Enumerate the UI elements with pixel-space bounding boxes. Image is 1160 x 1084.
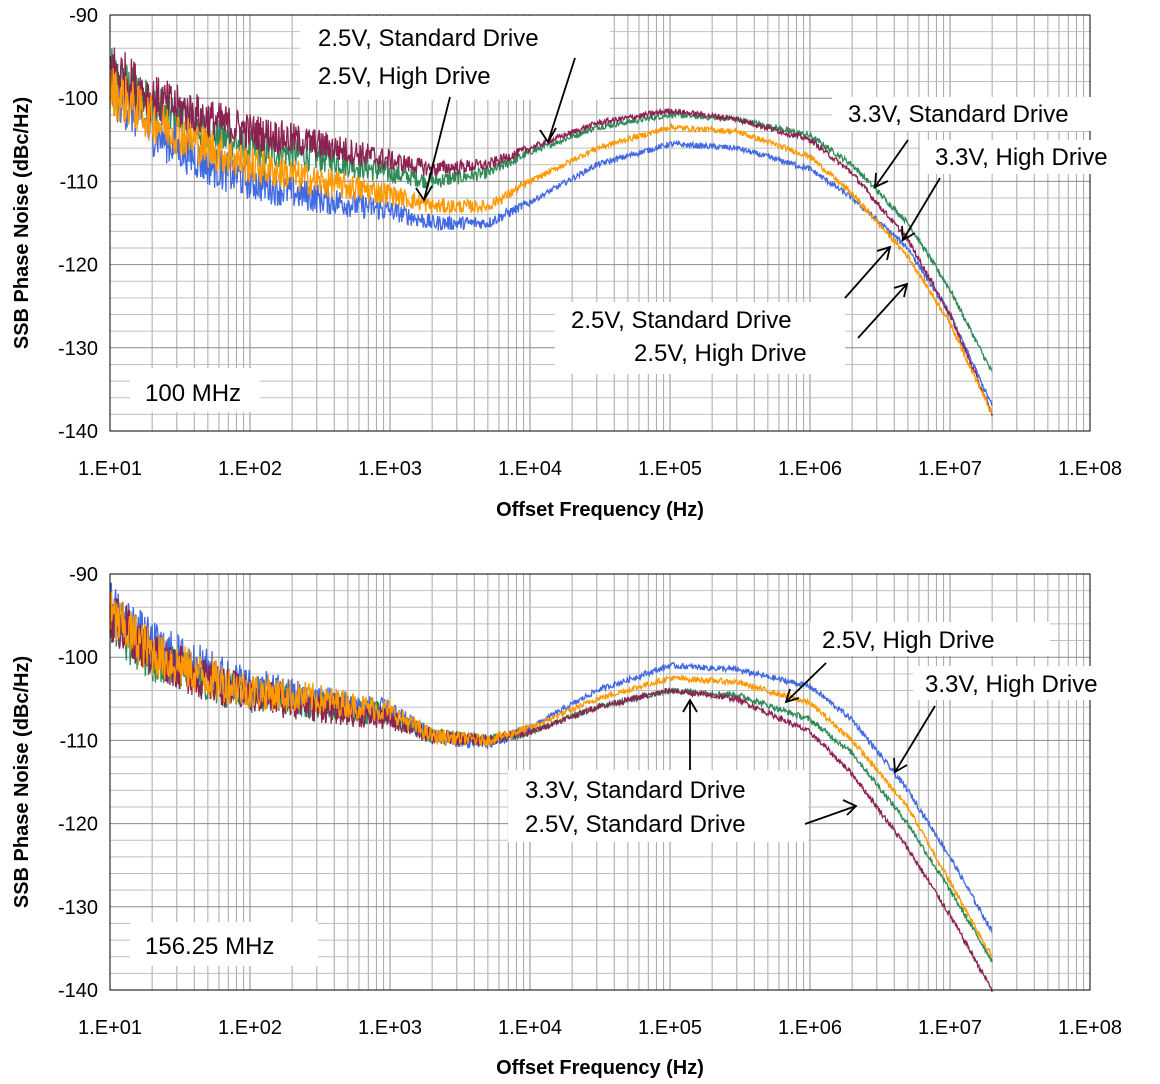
x-tick-label: 1.E+03 — [358, 458, 422, 480]
x-tick-label: 1.E+05 — [638, 1017, 702, 1039]
arrow-head — [842, 799, 858, 816]
series-line-1 — [109, 69, 993, 407]
x-tick-label: 1.E+07 — [918, 458, 982, 480]
annotation-bg — [920, 140, 1158, 174]
chart-156mhz: -90-100-110-120-130-140 1.E+01 1.E+02 1.E+… — [11, 564, 1155, 1079]
x-tick-label: 1.E+04 — [498, 1017, 562, 1039]
series-line-2 — [109, 47, 993, 417]
y-tick-labels: -90 -100 -110 -120 -130 -140 — [58, 5, 98, 443]
plot-border — [109, 573, 1091, 991]
annotation-2v5-standard: 2.5V, Standard Drive — [318, 25, 539, 52]
annotation-3v3-high: 3.3V, High Drive — [925, 671, 1098, 698]
annotation-3v3-high: 3.3V, High Drive — [935, 144, 1108, 171]
freq-label: 100 MHz — [145, 380, 241, 407]
x-tick-label: 1.E+02 — [218, 1017, 282, 1039]
plot-border — [109, 14, 1091, 432]
x-tick-label: 1.E+01 — [78, 1017, 142, 1039]
arrow — [844, 246, 891, 299]
y-tick-labels: -90 -100 -110 -120 -130 -140 — [58, 564, 98, 1002]
x-tick-label: 1.E+08 — [1058, 458, 1122, 480]
arrow — [894, 705, 936, 773]
x-tick-label: 1.E+06 — [778, 458, 842, 480]
chart-100mhz: -90-100-110-120-130-140 1.E+01 1.E+02 1.E+… — [11, 5, 1158, 521]
y-tick-label: -120 — [58, 814, 98, 836]
x-tick-label: 1.E+04 — [498, 458, 562, 480]
annotation-bg — [508, 770, 808, 842]
arrow — [804, 805, 857, 825]
arrow — [547, 57, 576, 143]
annotation-arrows — [682, 662, 936, 825]
y-tick-label: -120 — [58, 255, 98, 277]
arrow — [857, 283, 908, 339]
x-tick-label: 1.E+01 — [78, 458, 142, 480]
y-tick-label: -110 — [59, 730, 98, 752]
annotation-2v5-high: 2.5V, High Drive — [318, 63, 491, 90]
y-tick-label: -90 — [69, 564, 98, 586]
x-axis-title: Offset Frequency (Hz) — [496, 499, 704, 521]
annotation-bg — [832, 97, 1128, 131]
annotation-bg — [555, 302, 845, 374]
annotation-bg — [300, 16, 610, 100]
y-tick-label: -140 — [58, 980, 98, 1002]
annotation-2v5-standard: 2.5V, Standard Drive — [525, 811, 746, 838]
x-tick-label: 1.E+07 — [918, 1017, 982, 1039]
freq-label-bg — [130, 368, 260, 412]
arrow — [423, 96, 451, 201]
annotation-bg — [913, 666, 1155, 700]
x-tick-label: 1.E+02 — [218, 458, 282, 480]
x-tick-label: 1.E+06 — [778, 1017, 842, 1039]
x-tick-label: 1.E+08 — [1058, 1017, 1122, 1039]
y-axis-title: SSB Phase Noise (dBc/Hz) — [11, 656, 33, 908]
y-tick-label: -130 — [58, 897, 98, 919]
y-axis-title: SSB Phase Noise (dBc/Hz) — [11, 97, 33, 349]
arrow-head — [893, 282, 909, 298]
arrow — [874, 139, 909, 188]
x-tick-labels: 1.E+01 1.E+02 1.E+03 1.E+04 1.E+05 1.E+06 1.E+… — [78, 1017, 1122, 1039]
annotation-2v5-high-b: 2.5V, High Drive — [634, 340, 807, 367]
freq-label-bg — [130, 922, 318, 966]
arrow — [785, 662, 827, 703]
series-line-3 — [109, 591, 993, 959]
series-layer — [109, 582, 993, 993]
y-tick-label: -130 — [58, 338, 98, 360]
annotation-3v3-standard: 3.3V, Standard Drive — [848, 101, 1069, 128]
annotation-2v5-high: 2.5V, High Drive — [822, 627, 995, 654]
y-tick-label: -140 — [58, 421, 98, 443]
arrow-head — [901, 225, 916, 242]
annotation-bg — [810, 622, 1050, 656]
freq-label: 156.25 MHz — [145, 933, 274, 960]
arrow-head — [893, 757, 908, 774]
annotation-2v5-standard-b: 2.5V, Standard Drive — [571, 307, 792, 334]
arrow-head — [682, 698, 698, 713]
arrow-head — [415, 185, 433, 202]
x-tick-label: 1.E+05 — [638, 458, 702, 480]
x-tick-label: 1.E+03 — [358, 1017, 422, 1039]
arrow-head — [873, 172, 889, 189]
arrow-head — [784, 688, 800, 704]
series-line-3 — [109, 68, 993, 414]
series-layer — [109, 47, 993, 417]
y-tick-label: -90 — [69, 5, 98, 27]
y-tick-label: -100 — [58, 88, 98, 110]
arrow-head — [876, 245, 892, 261]
arrow — [902, 177, 941, 241]
y-tick-label: -110 — [59, 171, 98, 193]
annotation-arrows — [415, 57, 941, 339]
x-tick-labels: 1.E+01 1.E+02 1.E+03 1.E+04 1.E+05 1.E+06 1.E+… — [78, 458, 1122, 480]
annotation-3v3-standard: 3.3V, Standard Drive — [525, 777, 746, 804]
y-tick-label: -100 — [58, 647, 98, 669]
x-axis-title: Offset Frequency (Hz) — [496, 1057, 704, 1079]
arrow-head — [539, 127, 557, 144]
